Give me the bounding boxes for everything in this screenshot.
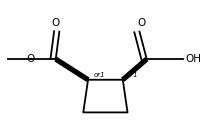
Text: OH: OH [185,54,201,64]
Text: O: O [138,18,146,28]
Text: O: O [26,54,35,64]
Text: O: O [51,18,59,28]
Text: or1: or1 [94,72,106,78]
Text: or1: or1 [127,72,139,78]
